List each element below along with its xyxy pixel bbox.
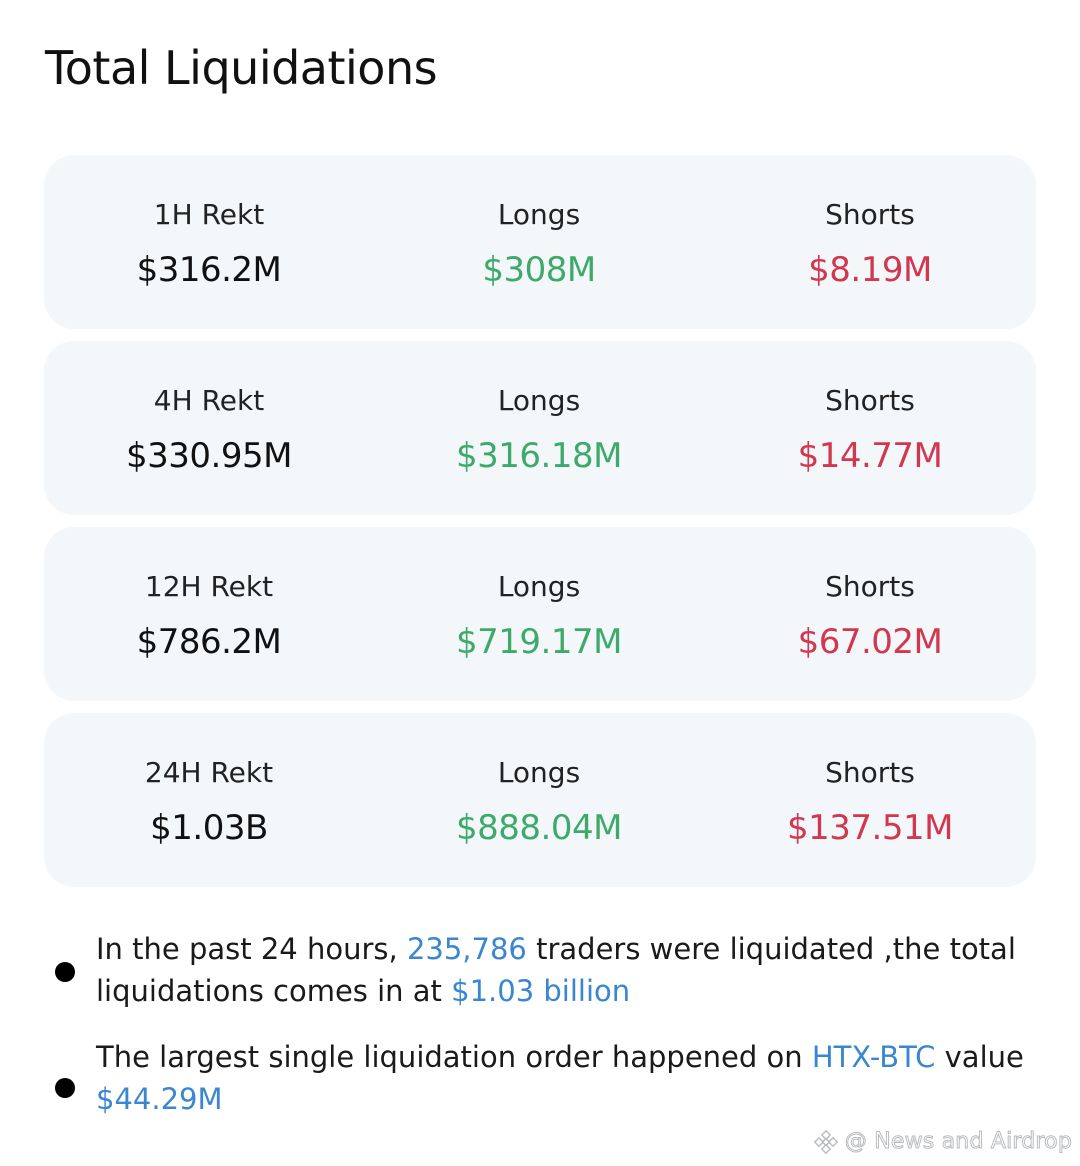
total-value: $1.03B [150,808,268,848]
longs-value: $316.18M [456,436,622,476]
rekt-column: 4H Rekt $330.95M [44,341,374,477]
liquidation-cards: 1H Rekt $316.2M Longs $308M Shorts $8.19… [44,155,1036,899]
shorts-label: Shorts [825,756,915,789]
largest-order-value: $44.29M [96,1082,223,1116]
note-text: In the past 24 hours, 235,786 traders we… [96,928,1046,1012]
note-text-part: value [935,1040,1024,1074]
watermark-text: @ News and Airdrop [844,1129,1072,1155]
shorts-label: Shorts [825,570,915,603]
shorts-value: $8.19M [808,250,932,290]
longs-column: Longs $719.17M [374,527,704,663]
longs-column: Longs $308M [374,155,704,291]
liquidation-card-12h: 12H Rekt $786.2M Longs $719.17M Shorts $… [44,527,1036,701]
rekt-column: 24H Rekt $1.03B [44,713,374,849]
shorts-column: Shorts $137.51M [705,713,1035,849]
period-label: 12H Rekt [144,570,274,603]
binance-logo-icon [813,1129,839,1155]
period-label: 1H Rekt [153,198,265,231]
note-text: The largest single liquidation order hap… [96,1036,1046,1120]
note-text-part: In the past 24 hours, [96,932,407,966]
longs-label: Longs [497,384,581,417]
longs-label: Longs [497,756,581,789]
liquidation-card-1h: 1H Rekt $316.2M Longs $308M Shorts $8.19… [44,155,1036,329]
shorts-column: Shorts $14.77M [705,341,1035,477]
watermark: @ News and Airdrop [813,1128,1072,1156]
shorts-column: Shorts $8.19M [705,155,1035,291]
longs-column: Longs $888.04M [374,713,704,849]
longs-column: Longs $316.18M [374,341,704,477]
note-text-part: The largest single liquidation order hap… [96,1040,812,1074]
longs-value: $308M [482,250,596,290]
total-value: $786.2M [136,622,282,662]
longs-value: $719.17M [456,622,622,662]
rekt-column: 12H Rekt $786.2M [44,527,374,663]
longs-label: Longs [497,570,581,603]
exchange-pair: HTX-BTC [811,1040,936,1074]
trader-count: 235,786 [406,932,527,966]
total-value: $330.95M [126,436,292,476]
longs-label: Longs [497,198,581,231]
period-label: 4H Rekt [153,384,265,417]
shorts-label: Shorts [825,384,915,417]
bullet-icon [55,962,75,982]
shorts-column: Shorts $67.02M [705,527,1035,663]
liquidation-card-24h: 24H Rekt $1.03B Longs $888.04M Shorts $1… [44,713,1036,887]
shorts-value: $137.51M [787,808,953,848]
page-title: Total Liquidations [45,41,438,95]
note-text-part: traders were liquidated ,the total liqui… [96,932,1016,1008]
rekt-column: 1H Rekt $316.2M [44,155,374,291]
bullet-icon [55,1078,75,1098]
total-value: $316.2M [136,250,282,290]
liquidation-card-4h: 4H Rekt $330.95M Longs $316.18M Shorts $… [44,341,1036,515]
total-liquidation-amount: $1.03 billion [451,974,631,1008]
shorts-value: $67.02M [797,622,943,662]
shorts-label: Shorts [825,198,915,231]
shorts-value: $14.77M [797,436,943,476]
longs-value: $888.04M [456,808,622,848]
period-label: 24H Rekt [144,756,274,789]
